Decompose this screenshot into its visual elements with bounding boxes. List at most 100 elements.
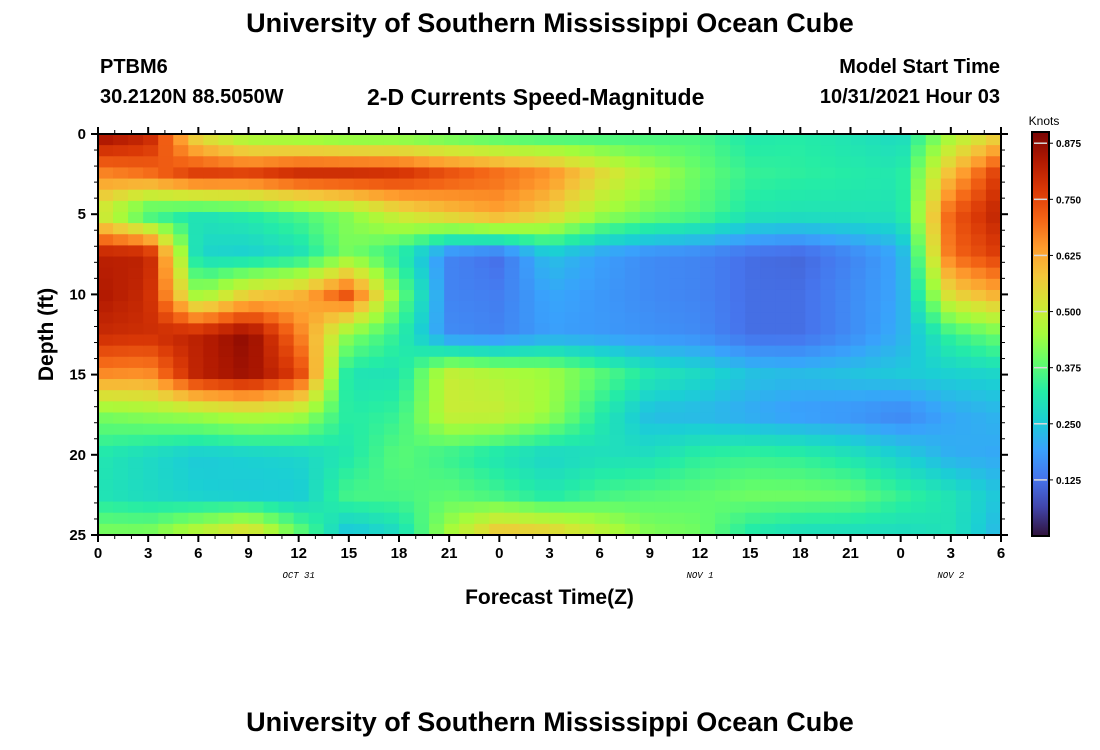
heatmap-cell — [158, 334, 174, 347]
heatmap-cell — [368, 256, 385, 269]
heatmap-cell — [188, 345, 204, 358]
heatmap-cell — [474, 423, 490, 436]
heatmap-cell — [775, 479, 791, 492]
heatmap-cell — [173, 401, 189, 414]
heatmap-cell — [880, 189, 897, 202]
heatmap-cell — [639, 145, 656, 157]
heatmap-cell — [970, 200, 987, 213]
heatmap-cell — [910, 523, 927, 536]
heatmap-cell — [338, 234, 355, 246]
heatmap-cell — [534, 145, 551, 157]
heatmap-cell — [173, 490, 189, 503]
heatmap-cell — [985, 289, 1002, 302]
heatmap-cell — [233, 367, 250, 380]
heatmap-cell — [383, 468, 400, 480]
heatmap-cell — [474, 390, 490, 402]
heatmap-cell — [715, 167, 731, 180]
heatmap-cell — [233, 523, 250, 536]
heatmap-cell — [519, 156, 536, 169]
heatmap-cell — [233, 390, 250, 402]
heatmap-cell — [624, 156, 641, 169]
heatmap-cell — [519, 234, 536, 246]
heatmap-cell — [669, 457, 686, 469]
heatmap-cell — [459, 267, 475, 280]
heatmap-cell — [955, 178, 972, 191]
heatmap-cell — [474, 278, 490, 291]
heatmap-cell — [835, 267, 852, 280]
heatmap-cell — [444, 323, 460, 336]
heatmap-cell — [850, 390, 867, 402]
heatmap-cell — [474, 468, 490, 480]
heatmap-cell — [835, 301, 852, 313]
heatmap-cell — [835, 457, 852, 469]
heatmap-cell — [970, 134, 987, 146]
heatmap-cell — [444, 289, 460, 302]
heatmap-cell — [368, 345, 385, 358]
heatmap-cell — [98, 345, 114, 358]
heatmap-cell — [624, 457, 641, 469]
heatmap-cell — [955, 412, 972, 425]
heatmap-cell — [459, 390, 475, 402]
heatmap-cell — [293, 223, 310, 235]
heatmap-cell — [414, 379, 430, 391]
heatmap-cell — [835, 223, 852, 235]
heatmap-cell — [579, 178, 596, 191]
heatmap-cell — [639, 323, 656, 336]
heatmap-cell — [549, 479, 566, 492]
heatmap-cell — [594, 401, 611, 414]
heatmap-cell — [429, 512, 445, 525]
heatmap-cell — [790, 156, 806, 169]
heatmap-cell — [519, 379, 536, 391]
heatmap-cell — [594, 189, 611, 202]
heatmap-cell — [323, 479, 340, 492]
heatmap-cell — [98, 156, 114, 169]
heatmap-cell — [459, 523, 475, 536]
heatmap-cell — [805, 289, 821, 302]
heatmap-cell — [985, 167, 1002, 180]
heatmap-cell — [970, 356, 987, 369]
heatmap-cell — [549, 512, 566, 525]
heatmap-cell — [233, 423, 250, 436]
heatmap-cell — [323, 523, 340, 536]
heatmap-cell — [128, 457, 144, 469]
heatmap-cell — [414, 434, 430, 447]
heatmap-cell — [203, 223, 219, 235]
heatmap-cell — [399, 134, 415, 146]
heatmap-cell — [805, 490, 821, 503]
heatmap-cell — [519, 211, 536, 224]
heatmap-cell — [579, 256, 596, 269]
heatmap-cell — [609, 434, 626, 447]
heatmap-cell — [639, 468, 656, 480]
heatmap-cell — [639, 379, 656, 391]
heatmap-cell — [790, 211, 806, 224]
heatmap-cell — [700, 167, 716, 180]
heatmap-cell — [684, 512, 701, 525]
heatmap-cell — [489, 457, 505, 469]
heatmap-cell — [504, 301, 520, 313]
heatmap-cell — [113, 423, 129, 436]
heatmap-cell — [444, 479, 460, 492]
heatmap-cell — [850, 289, 867, 302]
heatmap-cell — [293, 523, 310, 536]
heatmap-cell — [745, 512, 761, 525]
heatmap-cell — [248, 323, 265, 336]
heatmap-cell — [98, 434, 114, 447]
heatmap-cell — [158, 423, 174, 436]
heatmap-cell — [203, 289, 219, 302]
heatmap-cell — [910, 134, 927, 146]
heatmap-cell — [745, 423, 761, 436]
heatmap-cell — [534, 245, 551, 258]
heatmap-cell — [489, 156, 505, 169]
heatmap-cell — [654, 434, 671, 447]
heatmap-cell — [188, 301, 204, 313]
heatmap-cell — [143, 211, 159, 224]
heatmap-cell — [624, 312, 641, 324]
heatmap-cell — [143, 468, 159, 480]
heatmap-cell — [429, 245, 445, 258]
heatmap-cell — [564, 379, 581, 391]
heatmap-cell — [594, 345, 611, 358]
heatmap-cell — [218, 356, 235, 369]
heatmap-cell — [985, 223, 1002, 235]
heatmap-cell — [233, 401, 250, 414]
heatmap-cell — [684, 401, 701, 414]
